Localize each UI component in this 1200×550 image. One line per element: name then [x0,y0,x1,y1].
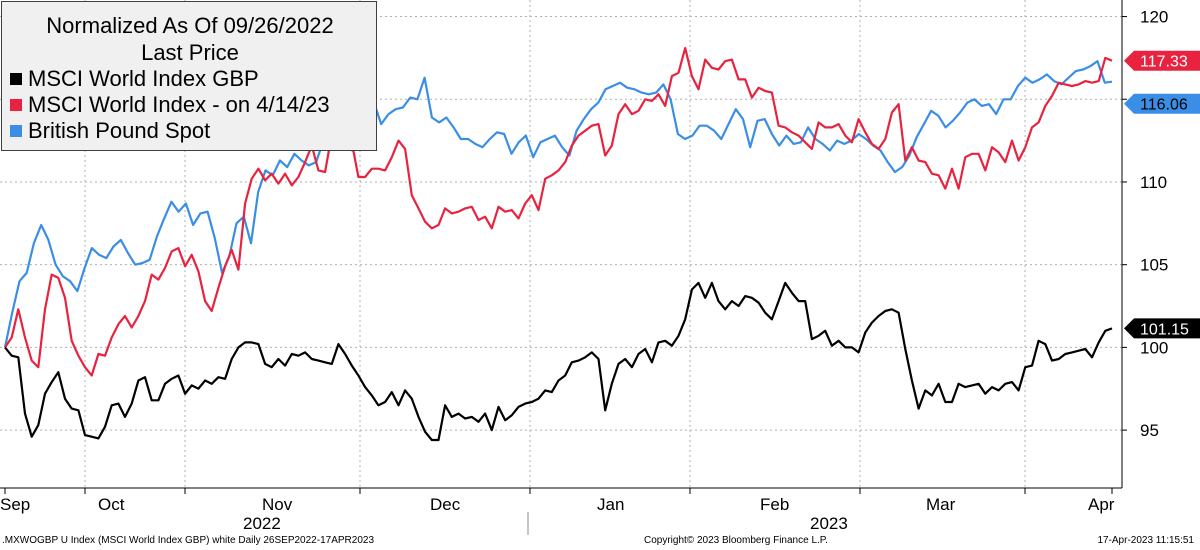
last-value-tag-bg [1124,318,1200,339]
series-line [3,60,1113,348]
x-month-label: Oct [98,495,125,514]
x-month-label: Jan [597,495,624,514]
y-tick-label: 110 [1140,173,1167,192]
footer-copyright: Copyright© 2023 Bloomberg Finance L.P. [644,535,828,546]
y-tick-label: 120 [1140,8,1168,27]
x-year-label: 2023 [810,514,848,533]
last-value-tag-text: 101.15 [1140,321,1189,338]
last-value-tag-text: 117.33 [1140,54,1188,71]
series-layer [3,46,1113,442]
x-month-label: Sep [0,495,30,514]
x-month-label: Dec [430,495,461,514]
x-month-label: Feb [760,495,789,514]
footer-left: .MXWOGBP U Index (MSCI World Index GBP) … [2,535,375,546]
legend-label: British Pound Spot [28,118,211,143]
footer-timestamp: 17-Apr-2023 11:15:51 [1097,535,1194,546]
legend-label: MSCI World Index - on 4/14/23 [28,92,330,117]
last-value-tag: 101.15 [1124,318,1200,339]
legend-swatch-blue [10,125,22,137]
axis-layer: 95100105110115120SepOctNovDecJanFebMarAp… [0,0,1200,535]
legend-swatch-red [10,99,22,111]
legend-entry-msci-gbp: MSCI World Index GBP [10,66,259,92]
legend-subtitle: Last Price [141,40,239,65]
series-line [4,281,1113,442]
x-month-label: Nov [262,495,293,514]
last-value-tag-bg [1124,93,1200,114]
x-month-label: Apr [1088,495,1115,514]
y-tick-label: 105 [1140,256,1168,275]
y-tick-label: 95 [1140,421,1159,440]
legend-label: MSCI World Index GBP [28,66,259,91]
legend-entry-msci-usd: MSCI World Index - on 4/14/23 [10,92,330,118]
series-line [4,46,1113,377]
legend-title: Normalized As Of 09/26/2022 [46,13,334,38]
last-value-tag: 117.33 [1124,50,1200,71]
last-value-tag-text: 116.06 [1140,97,1188,114]
last-value-tag-bg [1124,50,1200,71]
x-month-label: Mar [926,495,956,514]
x-year-label: 2022 [243,514,281,533]
last-value-tag: 116.06 [1124,93,1200,114]
legend-entry-gbp-spot: British Pound Spot [10,118,210,144]
y-tick-label: 100 [1140,338,1168,357]
legend-swatch-black [10,73,22,85]
legend-box: Normalized As Of 09/26/2022 Last Price M… [1,1,377,151]
